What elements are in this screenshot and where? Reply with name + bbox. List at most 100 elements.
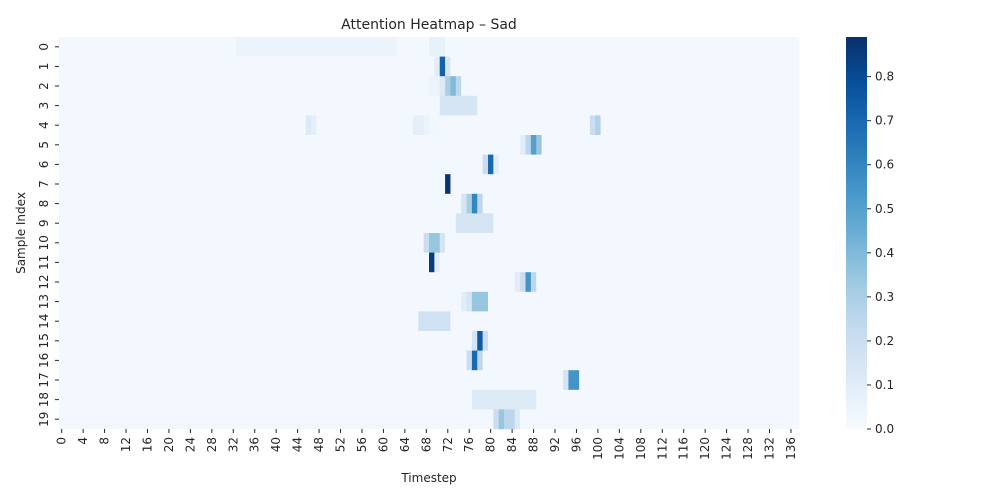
heatmap-cell [482,331,489,351]
heatmap-cell [520,272,526,293]
heatmap-cell [445,56,451,77]
heatmap-cell [536,272,800,293]
x-tick-label: 40 [269,437,283,452]
y-tick-label: 17 [37,372,51,387]
heatmap-cell [439,233,446,253]
colorbar-tick-label: 0.5 [875,202,894,216]
heatmap-cell [493,409,500,430]
heatmap-cell [466,193,473,214]
heatmap-cell [471,331,478,351]
x-tick-label: 72 [441,437,455,452]
x-tick-label: 80 [484,437,498,452]
heatmap-cell [445,174,451,195]
heatmap-cell [487,154,494,175]
heatmap-cell [466,350,473,371]
heatmap-cell [477,331,483,351]
heatmap-cell [461,76,800,97]
heatmap-cell [59,409,494,430]
heatmap-cell [59,311,419,332]
x-tick-label: 108 [634,437,648,460]
heatmap-cell [595,115,601,136]
x-tick-label: 48 [312,437,326,452]
heatmap-cell [59,95,441,116]
heatmap-cell [455,213,494,234]
heatmap-cell [471,389,537,410]
heatmap-cell [504,409,516,430]
heatmap-cell [536,389,800,410]
y-tick-label: 6 [37,161,51,169]
x-tick-label: 8 [98,437,112,445]
heatmap-cell [434,252,441,273]
x-tick-label: 124 [720,437,734,460]
x-tick-label: 100 [591,437,605,460]
heatmap-cell [493,213,800,234]
x-tick-label: 4 [76,437,90,445]
heatmap-cell [316,115,414,136]
y-tick-label: 5 [37,141,51,149]
x-tick-label: 20 [162,437,176,452]
heatmap-cell [471,350,478,371]
heatmap-cell [59,56,435,77]
x-axis-label: Timestep [400,471,456,485]
y-tick-label: 7 [37,180,51,188]
colorbar-tick-label: 0.8 [875,70,894,84]
heatmap-cell [429,37,446,57]
y-tick-label: 12 [37,274,51,289]
x-tick-label: 12 [119,437,133,452]
heatmap-cell [439,252,800,273]
heatmap-cell [600,115,800,136]
heatmap-cell [412,115,424,136]
y-tick-label: 11 [37,255,51,270]
y-tick-label: 19 [37,412,51,427]
heatmap-cell [429,233,441,253]
x-tick-label: 32 [226,437,240,452]
heatmap-cell [439,56,446,77]
heatmap-cell [59,174,446,195]
y-tick-label: 15 [37,333,51,348]
heatmap-cell [429,252,435,273]
x-tick-label: 44 [291,437,305,452]
x-tick-label: 84 [505,437,519,452]
heatmap-grid [59,37,800,430]
colorbar-tick-label: 0.1 [875,378,894,392]
heatmap-cell [498,154,800,175]
heatmap-cell [445,37,800,57]
colorbar-tick-label: 0.4 [875,246,894,260]
heatmap-cell [59,76,430,97]
heatmap-cell [439,76,446,97]
heatmap-cell [530,135,537,155]
x-tick-label: 36 [248,437,262,452]
x-tick-label: 132 [763,437,777,460]
heatmap-cell [455,76,462,97]
colorbar-tick-label: 0.7 [875,114,894,128]
heatmap-cell [525,272,532,293]
colorbar-ticks: 0.0 0.1 0.2 0.3 0.4 0.5 0.6 0.7 0.8 [867,70,894,436]
x-tick-label: 52 [334,437,348,452]
heatmap-cell [530,272,537,293]
heatmap-cell [59,193,462,214]
x-tick-label: 68 [419,437,433,452]
heatmap-cell [235,37,398,57]
x-tick-label: 104 [612,437,626,460]
colorbar-tick-label: 0.0 [875,422,894,436]
heatmap-cell [311,115,317,136]
heatmap-cell [59,331,473,351]
heatmap-cell [482,154,489,175]
heatmap-cell [461,291,467,312]
heatmap-cell [439,115,591,136]
heatmap-cell [59,37,237,57]
x-tick-label: 76 [462,437,476,452]
colorbar-tick-label: 0.2 [875,334,894,348]
x-tick-label: 136 [784,437,798,460]
heatmap-cell [493,154,500,175]
heatmap-cell [525,135,532,155]
heatmap-cell [59,135,521,155]
heatmap-cell [59,213,457,234]
heatmap-cell [59,389,473,410]
x-tick-label: 60 [376,437,390,452]
heatmap-cell [445,76,451,97]
heatmap-cell [471,193,478,214]
x-tick-label: 56 [355,437,369,452]
heatmap-cell [59,233,424,253]
